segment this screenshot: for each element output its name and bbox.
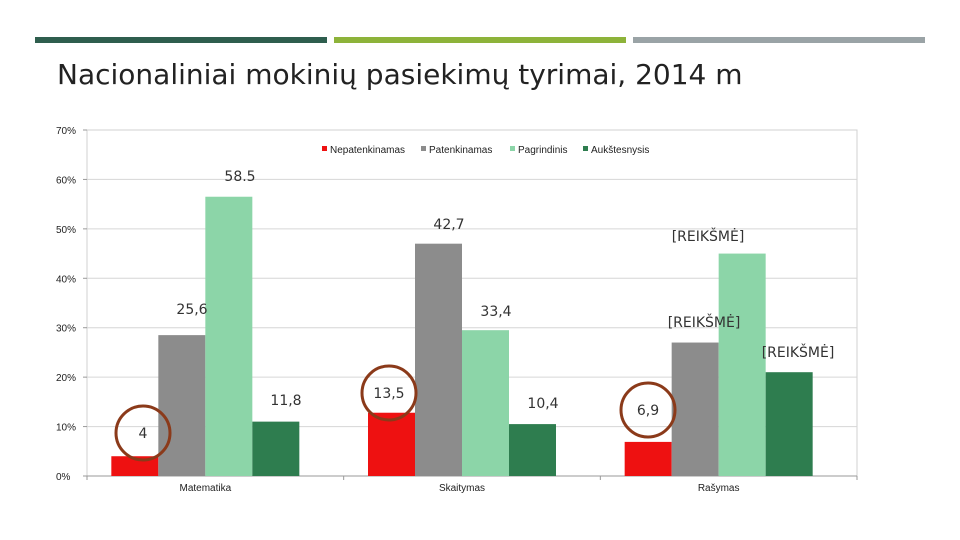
data-label: [REIKŠMĖ] <box>668 313 741 331</box>
bar <box>671 342 719 476</box>
legend-label: Nepatenkinamas <box>330 145 405 156</box>
y-tick-label: 50% <box>56 225 76 236</box>
bar <box>718 253 766 476</box>
y-tick-label: 70% <box>56 126 76 137</box>
y-tick-label: 20% <box>56 373 76 384</box>
accent-bar-gray <box>633 37 925 43</box>
accent-bar-light-green <box>334 37 626 43</box>
accent-bar-dark-green <box>35 37 327 43</box>
data-label: 11,8 <box>270 393 301 409</box>
y-tick-label: 10% <box>56 423 76 434</box>
data-label-circle <box>619 381 677 439</box>
data-label: 33,4 <box>480 304 511 320</box>
bar <box>368 412 415 476</box>
legend-swatch <box>421 146 426 151</box>
bar <box>252 421 300 476</box>
bar <box>205 196 253 476</box>
data-label: 58.5 <box>224 169 255 185</box>
data-label: 4 <box>139 426 148 442</box>
slide-title: Nacionaliniai mokinių pasiekimų tyrimai,… <box>57 58 743 91</box>
x-category-label: Skaitymas <box>439 483 485 494</box>
y-tick-label: 0% <box>56 472 71 483</box>
legend-swatch <box>510 146 515 151</box>
y-tick-label: 40% <box>56 274 76 285</box>
x-category-label: Rašymas <box>698 483 740 494</box>
legend-swatch <box>583 146 588 151</box>
legend-label: Aukštesnysis <box>591 145 649 156</box>
bar <box>415 243 462 476</box>
bar <box>624 441 672 476</box>
data-label: 25,6 <box>176 302 207 318</box>
y-tick-label: 60% <box>56 175 76 186</box>
data-label-circle <box>114 404 172 462</box>
data-label-circle <box>360 364 418 422</box>
data-label: 10,4 <box>527 396 558 412</box>
data-label: 6,9 <box>637 403 659 419</box>
data-label: [REIKŠMĖ] <box>672 227 745 245</box>
legend-swatch <box>322 146 327 151</box>
data-label: 42,7 <box>433 217 464 233</box>
x-category-label: Matematika <box>179 483 231 494</box>
y-tick-label: 30% <box>56 324 76 335</box>
data-label: [REIKŠMĖ] <box>762 343 835 361</box>
legend-label: Pagrindinis <box>518 145 567 156</box>
legend-label: Patenkinamas <box>429 145 492 156</box>
bar <box>158 335 206 476</box>
bar <box>765 372 813 476</box>
bar <box>462 330 509 476</box>
data-label: 13,5 <box>373 386 404 402</box>
bar <box>509 424 556 476</box>
